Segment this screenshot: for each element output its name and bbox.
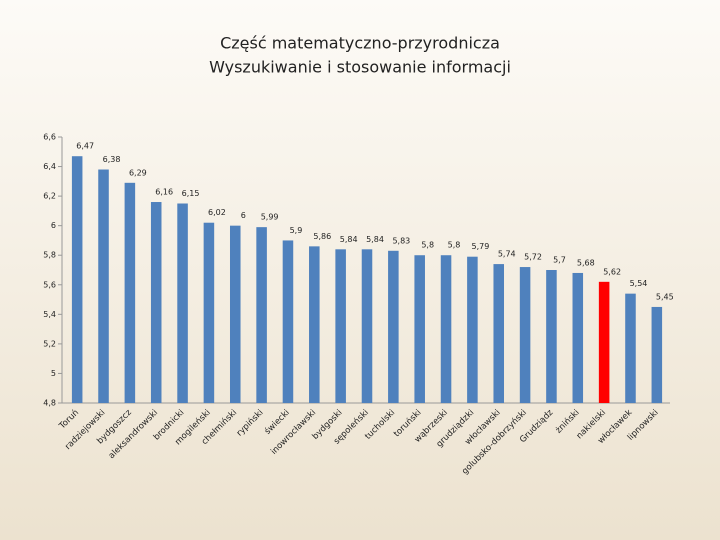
x-tick-label: rypiński xyxy=(235,408,266,439)
data-label: 5,74 xyxy=(498,250,516,259)
bar xyxy=(71,156,83,403)
data-label: 5,79 xyxy=(471,242,489,251)
y-tick-label: 5 xyxy=(51,369,56,378)
data-label: 5,8 xyxy=(421,241,434,250)
data-label: 5,84 xyxy=(340,235,358,244)
x-tick-label: Toruń xyxy=(57,408,81,432)
data-label: 5,45 xyxy=(656,292,674,301)
data-label: 5,8 xyxy=(448,241,461,250)
data-label: 5,54 xyxy=(630,279,648,288)
bar xyxy=(335,249,346,403)
data-label: 5,84 xyxy=(366,235,384,244)
y-tick-label: 6 xyxy=(51,221,56,230)
data-label: 6,29 xyxy=(129,168,147,177)
bar xyxy=(203,222,215,403)
y-tick-label: 4,8 xyxy=(43,399,56,408)
bar xyxy=(282,240,294,403)
chart-subtitle: Wyszukiwanie i stosowanie informacji xyxy=(209,58,511,77)
bar xyxy=(598,281,610,403)
data-label: 6,47 xyxy=(76,142,94,151)
bar xyxy=(177,203,188,403)
chart-title: Część matematyczno-przyrodnicza xyxy=(220,34,500,53)
bar xyxy=(309,246,320,403)
bar xyxy=(361,249,373,403)
data-label: 5,99 xyxy=(261,213,279,222)
bar xyxy=(124,182,136,403)
data-label: 5,7 xyxy=(553,256,566,265)
bar xyxy=(651,306,663,403)
bar xyxy=(572,272,584,403)
data-label: 6,02 xyxy=(208,208,226,217)
data-label: 5,86 xyxy=(313,232,331,241)
y-tick-label: 5,4 xyxy=(43,310,56,319)
y-tick-label: 6,4 xyxy=(43,162,56,171)
y-tick-label: 5,6 xyxy=(43,280,56,289)
data-label: 5,68 xyxy=(577,258,595,267)
bar xyxy=(229,225,241,403)
y-tick-label: 6,2 xyxy=(43,192,56,201)
bar xyxy=(546,270,557,403)
data-label: 6,15 xyxy=(182,189,200,198)
bar xyxy=(98,169,109,403)
data-label: 6,16 xyxy=(155,188,173,197)
bar xyxy=(467,256,478,403)
data-label: 6,38 xyxy=(103,155,121,164)
data-label: 6 xyxy=(241,211,246,220)
bar xyxy=(414,255,425,403)
bar xyxy=(256,227,267,403)
bar xyxy=(150,202,162,403)
y-tick-label: 6,6 xyxy=(43,133,56,142)
data-label: 5,62 xyxy=(603,267,621,276)
y-tick-label: 5,8 xyxy=(43,251,56,260)
bar xyxy=(388,250,399,403)
bar xyxy=(519,267,531,403)
data-label: 5,9 xyxy=(290,226,303,235)
data-label: 5,83 xyxy=(392,236,410,245)
bar xyxy=(625,293,636,403)
bar xyxy=(493,264,505,403)
bar xyxy=(440,255,452,403)
y-tick-label: 5,2 xyxy=(43,339,56,348)
data-label: 5,72 xyxy=(524,253,542,262)
